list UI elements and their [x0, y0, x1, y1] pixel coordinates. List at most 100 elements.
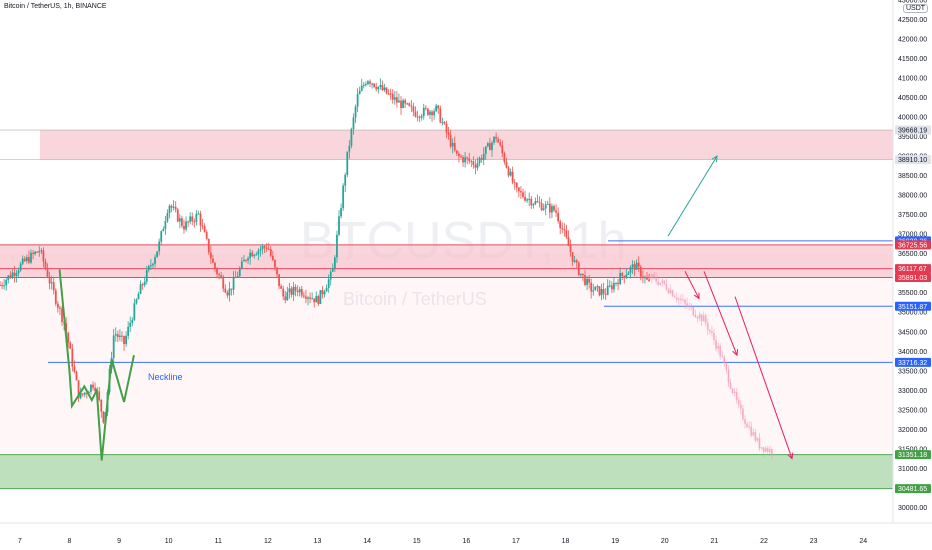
candle-body	[112, 335, 115, 359]
candle-body	[433, 111, 435, 116]
projection-candle-body	[752, 432, 755, 436]
candle-body	[470, 161, 473, 163]
candle-body	[59, 307, 61, 309]
y-tick-label: 37000.00	[898, 232, 927, 239]
time-axis[interactable]: 7 8 9 10 11 12 13 14 15 16 17 18 19 20 21 22 23 24	[18, 538, 867, 545]
candle-body	[462, 157, 464, 163]
candle-body	[445, 123, 448, 133]
candle-body	[555, 210, 557, 213]
candle-body	[513, 182, 516, 184]
candle-body	[141, 284, 144, 286]
projection-candle-body	[702, 315, 705, 322]
y-tick-label: 33000.00	[898, 388, 927, 395]
candle-body	[491, 142, 493, 151]
candle-body	[46, 268, 49, 278]
candle-body	[121, 335, 123, 337]
symbol-header: Bitcoin / TetherUS, 1h, BINANCE	[4, 3, 107, 10]
candle-body	[323, 291, 326, 295]
candle-body	[373, 83, 376, 87]
candle-body	[466, 157, 469, 159]
candle-body	[197, 213, 200, 215]
candle-body	[137, 293, 140, 300]
candle-body	[309, 297, 311, 299]
projection-candle-body	[675, 297, 678, 300]
candle-body	[17, 270, 20, 274]
projection-candle-body	[655, 276, 658, 282]
candle-body	[338, 216, 340, 235]
candle-body	[278, 274, 280, 287]
candle-body	[404, 100, 407, 104]
candle-body	[189, 216, 192, 222]
candle-body	[300, 289, 303, 296]
candle-body	[125, 335, 127, 345]
candle-body	[265, 247, 268, 249]
projection-candle-body	[760, 447, 763, 449]
x-tick-label: 9	[117, 538, 121, 545]
candle-body	[544, 204, 547, 209]
candle-body	[67, 332, 70, 343]
candle-body	[61, 308, 63, 322]
candle-body	[23, 258, 26, 262]
candle-body	[540, 203, 543, 211]
candle-body	[598, 286, 601, 296]
candle-body	[21, 258, 24, 264]
candle-body	[327, 279, 330, 288]
price-badge	[895, 450, 931, 460]
projection-candle-body	[758, 438, 761, 449]
candle-body	[191, 216, 194, 222]
candle-body	[79, 393, 82, 399]
candle-body	[178, 218, 181, 222]
candle-body	[162, 229, 165, 232]
candle-body	[15, 273, 18, 276]
candle-body	[476, 163, 479, 168]
candle-body	[195, 213, 198, 222]
candle-body	[371, 83, 373, 85]
bearish-arrow-1-shaft	[684, 271, 700, 299]
candle-body	[216, 268, 218, 275]
candle-body	[592, 290, 595, 292]
candle-body	[131, 319, 134, 323]
candle-body	[274, 259, 276, 268]
candle-body	[209, 252, 212, 259]
projection-layer	[649, 271, 773, 460]
candle-body	[391, 93, 394, 100]
projection-candle-body	[742, 408, 744, 420]
candle-body	[214, 262, 216, 269]
projection-candle-body	[723, 357, 726, 364]
candle-body	[561, 228, 564, 230]
candle-body	[5, 279, 8, 286]
candle-body	[480, 158, 483, 160]
y-tick-label: 33500.00	[898, 368, 927, 375]
candle-body	[87, 391, 90, 394]
candle-body	[606, 285, 609, 295]
candle-body	[73, 366, 76, 372]
x-tick-label: 21	[711, 538, 719, 545]
candle-body	[579, 273, 582, 275]
candle-body	[383, 87, 386, 91]
candle-body	[54, 290, 57, 304]
price-axis[interactable]: 30000.0030500.0031000.0031500.0032000.00…	[898, 0, 927, 512]
bearish-arrow-3-shaft	[734, 296, 793, 459]
projection-candle-body	[719, 345, 722, 357]
candle-body	[243, 259, 245, 262]
candle-body	[344, 174, 347, 186]
candle-body	[613, 283, 615, 290]
y-tick-label: 36500.00	[898, 251, 927, 258]
projection-candle-body	[764, 448, 767, 452]
price-badge-label: 38910.10	[898, 157, 927, 164]
candle-body	[441, 122, 444, 124]
candle-body	[482, 153, 485, 160]
candle-body	[220, 275, 223, 279]
candle-body	[286, 292, 289, 301]
candle-body	[619, 272, 622, 285]
candle-body	[3, 285, 6, 287]
currency-button[interactable]: USDT	[903, 4, 929, 13]
candle-body	[203, 226, 206, 233]
projection-candle-body	[754, 432, 757, 441]
candle-body	[528, 198, 531, 200]
candle-body	[524, 196, 526, 201]
candle-body	[40, 250, 43, 252]
candle-body	[302, 295, 305, 297]
candle-body	[257, 250, 260, 255]
